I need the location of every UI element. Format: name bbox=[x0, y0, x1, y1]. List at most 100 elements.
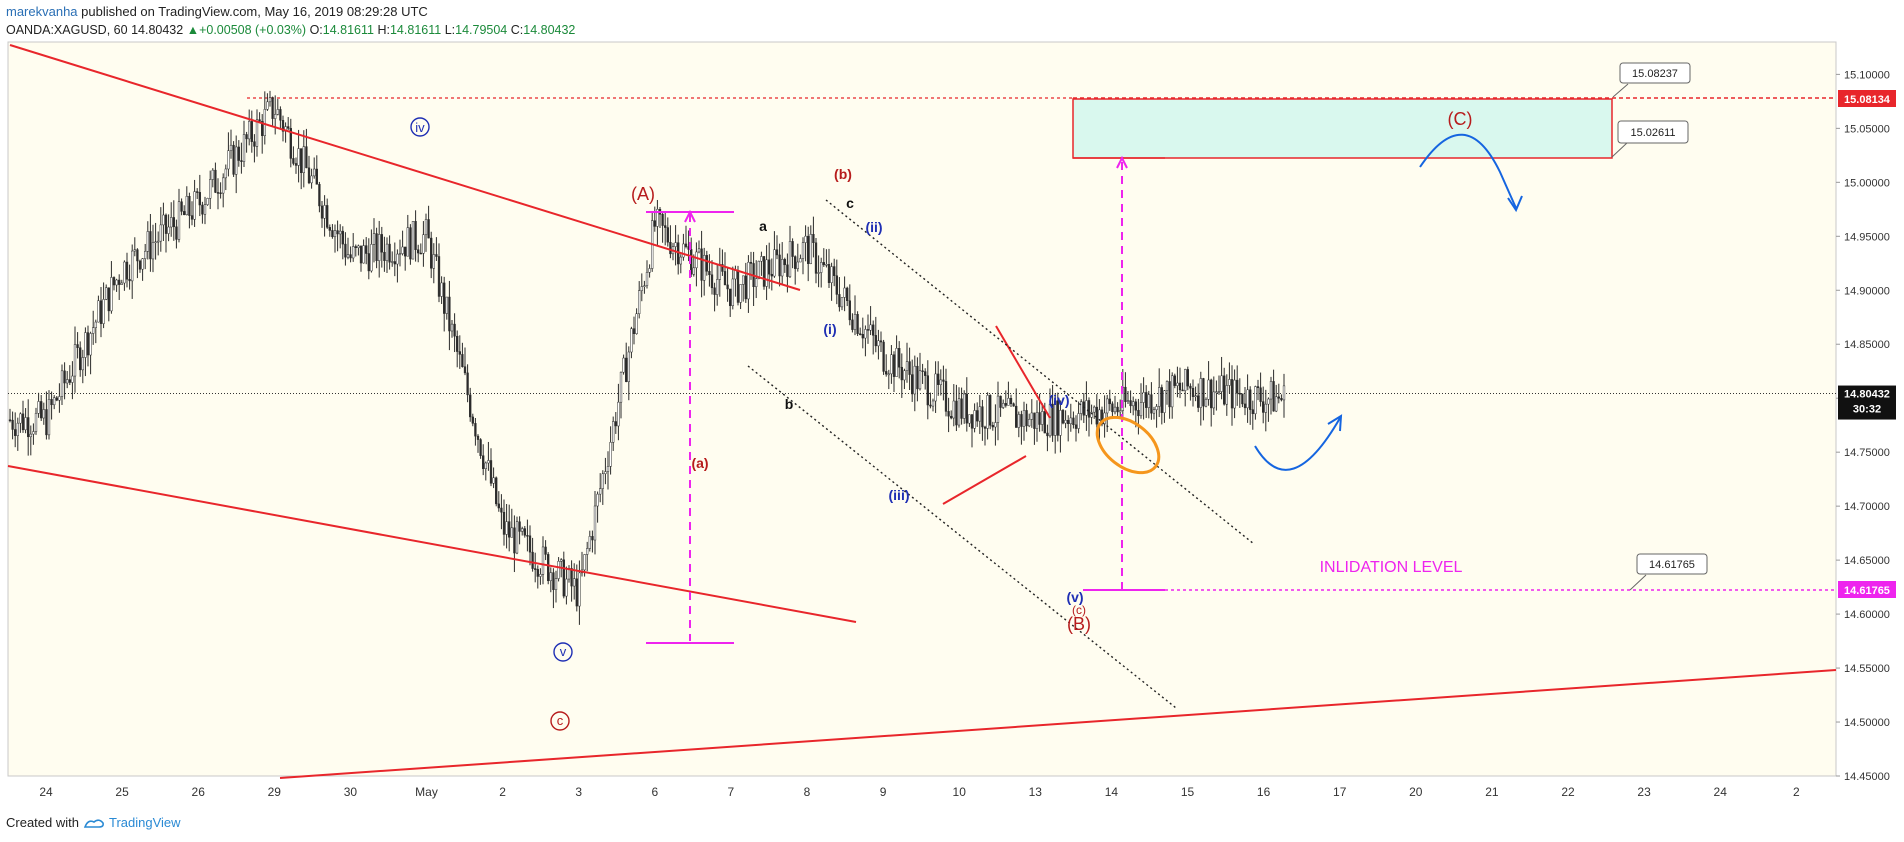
price-axis[interactable]: 14.45000 14.50000 14.55000 14.60000 14.65000… bbox=[1836, 69, 1890, 783]
candle-body bbox=[315, 168, 318, 185]
candle-body bbox=[705, 255, 708, 272]
candle-body bbox=[1064, 419, 1067, 424]
candle-body bbox=[552, 572, 555, 590]
target-zone-box[interactable] bbox=[1072, 98, 1613, 159]
up-triangle-icon: ▲ bbox=[186, 23, 200, 37]
candle-body bbox=[271, 97, 274, 119]
candle-body bbox=[1043, 411, 1046, 434]
candle-body bbox=[931, 400, 935, 407]
candle-body bbox=[1056, 400, 1059, 436]
candle-body bbox=[710, 274, 714, 289]
candle-body bbox=[1220, 375, 1223, 392]
candle-body bbox=[500, 507, 503, 513]
callout-15-02611[interactable]: 15.02611 bbox=[1611, 120, 1689, 158]
candle-body bbox=[560, 559, 563, 562]
candle-body bbox=[983, 426, 987, 429]
invalidation-label: INLIDATION LEVEL bbox=[1320, 559, 1463, 576]
candle-body bbox=[229, 144, 233, 151]
candle-body bbox=[1054, 400, 1057, 436]
wave-c-small-label: (c) bbox=[1072, 603, 1086, 617]
candle-body bbox=[21, 413, 25, 431]
candle-body bbox=[809, 234, 812, 264]
candle-body bbox=[729, 288, 732, 306]
candle-body bbox=[305, 146, 308, 169]
candle-body bbox=[380, 234, 383, 253]
candle-body bbox=[700, 248, 703, 281]
candle-body bbox=[1251, 409, 1254, 415]
candle-body bbox=[1004, 403, 1007, 406]
candle-body bbox=[905, 361, 909, 371]
candle-body bbox=[846, 287, 849, 302]
candle-body bbox=[60, 370, 64, 397]
support-trendline[interactable] bbox=[279, 669, 1837, 779]
candle-body bbox=[1030, 412, 1033, 420]
candle-body bbox=[118, 279, 121, 285]
candle-body bbox=[960, 398, 963, 419]
candle-body bbox=[414, 221, 417, 250]
candle-body bbox=[333, 230, 337, 238]
wave-iv-line-2[interactable] bbox=[942, 455, 1027, 505]
candle-body bbox=[557, 561, 560, 579]
candle-body bbox=[547, 554, 550, 582]
candle-body bbox=[804, 235, 807, 243]
candle-body bbox=[237, 146, 240, 161]
candle-body bbox=[734, 269, 737, 280]
candle-body bbox=[383, 251, 386, 261]
candle-body bbox=[723, 271, 727, 286]
candle-body bbox=[419, 252, 422, 255]
candle-body bbox=[531, 551, 534, 569]
candle-body bbox=[1129, 400, 1132, 407]
candle-body bbox=[929, 404, 932, 407]
projection-arrow-up[interactable] bbox=[1254, 417, 1341, 471]
candle-body bbox=[1111, 403, 1114, 413]
candle-body bbox=[222, 177, 225, 194]
candle-body bbox=[913, 365, 916, 395]
candle-body bbox=[1132, 401, 1135, 407]
candle-body bbox=[718, 264, 721, 280]
candle-body bbox=[318, 184, 321, 207]
projection-arrow-down[interactable] bbox=[1419, 133, 1517, 209]
candle-body bbox=[53, 397, 56, 406]
candle-body bbox=[19, 413, 22, 424]
wave-iv-line-1[interactable] bbox=[995, 325, 1051, 419]
highlight-ellipse[interactable] bbox=[1087, 406, 1169, 484]
candle-body bbox=[138, 260, 142, 270]
high-label: H: bbox=[377, 23, 390, 37]
candle-body bbox=[183, 211, 186, 216]
wave-ii-label: (ii) bbox=[865, 219, 882, 235]
candle-body bbox=[294, 163, 298, 166]
candle-body bbox=[1100, 409, 1104, 425]
callout-15-08237[interactable]: 15.08237 bbox=[1612, 62, 1691, 98]
candle-body bbox=[1204, 399, 1208, 407]
candle-body bbox=[632, 328, 636, 335]
low-label: L: bbox=[444, 23, 456, 37]
candle-body bbox=[786, 264, 789, 277]
candle-body bbox=[417, 249, 420, 254]
candle-body bbox=[287, 126, 290, 129]
candle-body bbox=[1082, 401, 1085, 416]
candle-body bbox=[1236, 379, 1239, 394]
candle-body bbox=[765, 259, 768, 287]
candle-body bbox=[8, 419, 12, 422]
candle-body bbox=[68, 379, 71, 383]
candle-body bbox=[833, 266, 836, 276]
callout-14-61765[interactable]: 14.61765 bbox=[1629, 553, 1708, 591]
candle-body bbox=[1108, 398, 1111, 405]
author-link[interactable]: marekvanha bbox=[6, 4, 78, 19]
candle-body bbox=[853, 314, 857, 330]
candle-body bbox=[1022, 410, 1026, 427]
candle-body bbox=[1215, 391, 1218, 393]
time-axis[interactable]: 24 25 26 29 30 May 2 3 6 7 8 9 10 13 14 15 16 17 20 21 22 23 2… bbox=[39, 785, 1800, 799]
candle-body bbox=[890, 354, 893, 375]
candle-body bbox=[450, 323, 454, 332]
candle-body bbox=[1225, 385, 1228, 405]
candle-body bbox=[864, 329, 867, 339]
upper-trendline[interactable] bbox=[9, 44, 801, 291]
lower-trendline[interactable] bbox=[7, 465, 857, 623]
candle-body bbox=[926, 375, 929, 406]
candle-body bbox=[240, 160, 243, 162]
wave-b-label: b bbox=[785, 396, 794, 412]
tradingview-brand-link[interactable]: TradingView bbox=[108, 815, 181, 830]
plot-area[interactable] bbox=[7, 41, 1837, 777]
